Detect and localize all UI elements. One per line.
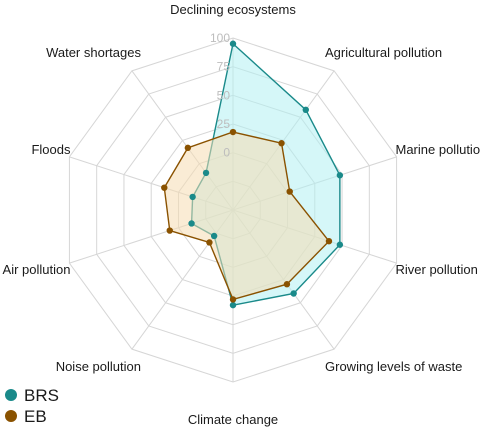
data-point-EB [278,140,285,147]
category-label: Agricultural pollution [325,45,442,60]
legend-marker-EB [5,410,17,422]
data-point-BRS [202,169,210,177]
legend: BRS EB [5,386,59,426]
radial-tick-label: 100 [210,31,230,45]
category-label: Floods [31,142,71,157]
legend-label-EB: EB [24,407,47,426]
data-point-EB [229,296,237,303]
data-point-EB [184,144,192,152]
data-point-EB [283,281,291,288]
data-point-BRS [336,241,344,248]
legend-marker-BRS [5,389,17,401]
radial-tick-label: 75 [217,60,231,74]
data-point-BRS [189,193,196,201]
data-point-BRS [229,301,237,309]
data-point-EB [286,188,293,195]
category-label: Climate change [188,412,278,427]
data-point-EB [325,237,333,245]
category-label: Marine pollution [396,142,480,157]
category-label: Declining ecosystems [170,2,296,17]
category-label: Water shortages [46,45,141,60]
radial-tick-label: 25 [217,117,231,131]
radial-tick-label: 0 [223,146,230,160]
category-labels: Declining ecosystems Agricultural polluti… [3,2,480,427]
radial-tick-labels: 0 25 50 75 100 [210,31,230,160]
data-point-BRS [290,290,297,297]
data-point-BRS [210,232,218,240]
data-point-EB [229,128,237,136]
category-label: Growing levels of waste [325,359,462,374]
data-point-EB [161,184,168,191]
data-point-EB [166,227,173,234]
radial-tick-label: 50 [217,88,231,102]
category-label: River pollution [396,262,478,277]
category-label: Noise pollution [56,359,141,374]
data-point-BRS [336,172,344,179]
data-point-BRS [229,40,237,47]
data-point-BRS [302,106,309,114]
category-label: Air pollution [3,262,71,277]
data-point-EB [206,239,213,246]
data-point-BRS [188,220,195,227]
radar-series [161,40,344,309]
legend-label-BRS: BRS [24,386,59,405]
